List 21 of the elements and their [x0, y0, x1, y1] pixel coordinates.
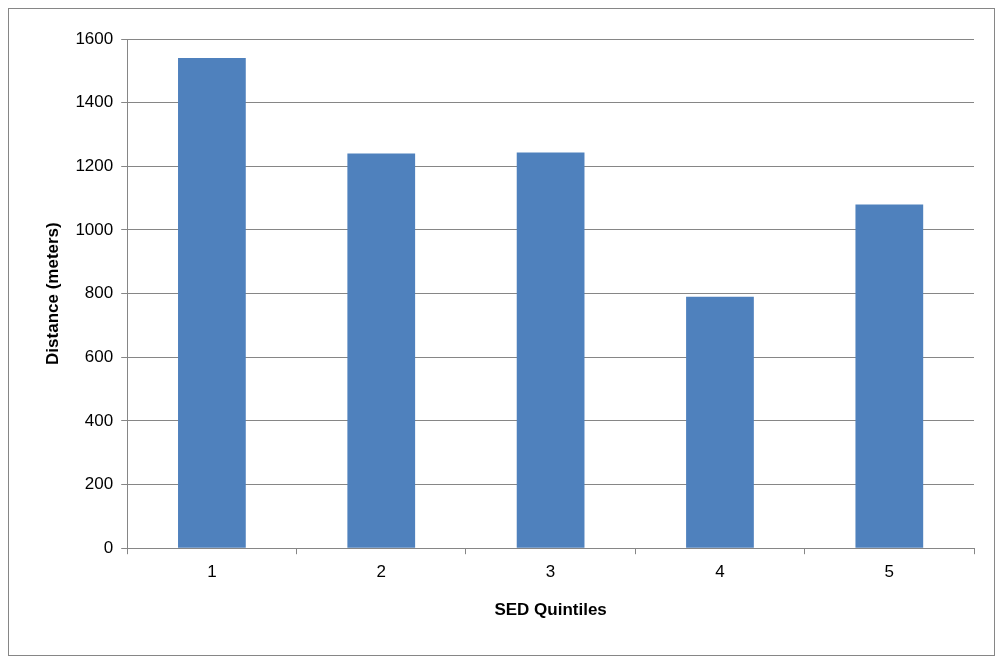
bar — [178, 58, 246, 548]
y-axis-title: Distance (meters) — [42, 222, 62, 365]
bar — [855, 204, 924, 548]
y-tick-label: 800 — [84, 283, 114, 303]
y-tick-label: 1600 — [75, 28, 114, 48]
x-tick-label: 5 — [884, 562, 895, 582]
x-tick-label: 2 — [376, 562, 386, 582]
x-axis-title: SED Quintiles — [494, 600, 607, 620]
y-tick-label: 200 — [84, 474, 114, 494]
x-tick-label: 4 — [715, 562, 725, 582]
y-tick-label: 0 — [103, 537, 114, 557]
x-tick-label: 1 — [207, 562, 217, 582]
x-tick-label: 3 — [545, 562, 556, 582]
bar — [516, 152, 585, 548]
bar — [347, 153, 416, 548]
y-tick-label: 1400 — [75, 92, 114, 112]
y-tick-label: 400 — [84, 410, 114, 430]
y-tick-label: 600 — [84, 346, 114, 366]
y-tick-label: 1200 — [75, 155, 114, 175]
bar — [686, 296, 754, 548]
y-tick-label: 1000 — [75, 219, 114, 239]
